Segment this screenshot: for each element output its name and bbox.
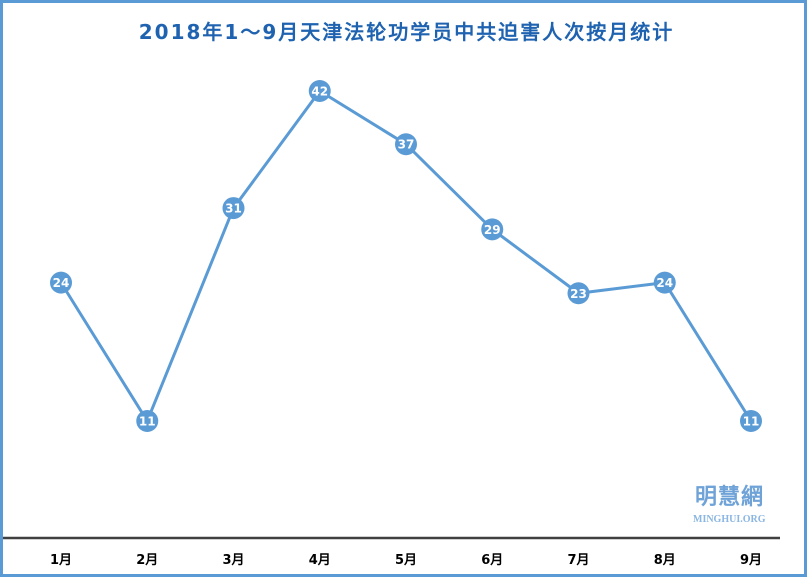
data-point: [222, 197, 245, 220]
x-tick-label: 6月: [481, 553, 503, 568]
data-label: 24: [656, 276, 673, 290]
data-label: 37: [398, 138, 415, 152]
x-tick-label: 8月: [654, 553, 676, 568]
x-tick-label: 2月: [136, 553, 158, 568]
data-label: 11: [743, 415, 760, 429]
x-tick-label: 9月: [740, 553, 762, 568]
watermark-url: MINGHUI.ORG: [693, 514, 766, 525]
x-tick-label: 3月: [222, 553, 244, 568]
data-point: [136, 410, 159, 432]
data-point: [740, 410, 762, 432]
data-point: [308, 80, 331, 103]
data-point: [567, 282, 590, 305]
data-point: [653, 271, 676, 294]
x-tick-label: 7月: [567, 553, 589, 568]
data-label: 29: [484, 223, 501, 237]
data-label: 31: [225, 202, 242, 216]
x-tick-label: 4月: [309, 553, 331, 568]
x-tick-label: 5月: [395, 553, 417, 568]
data-label: 11: [139, 415, 156, 429]
watermark-logo: 明慧網: [695, 485, 765, 510]
data-label: 23: [570, 287, 587, 301]
data-point: [395, 133, 417, 156]
x-tick-label: 1月: [50, 553, 72, 568]
line-chart: 24 11 31 42 37 29 23 24 11 1月 2月 3月 4月 5月 6月 7月 8月 9月: [3, 80, 780, 568]
chart-title: 2018年1～9月天津法轮功学员中共迫害人次按月统计: [138, 20, 675, 44]
data-point: [50, 271, 72, 294]
data-point: [481, 218, 504, 241]
data-label: 24: [53, 276, 70, 290]
data-label: 42: [311, 85, 328, 99]
